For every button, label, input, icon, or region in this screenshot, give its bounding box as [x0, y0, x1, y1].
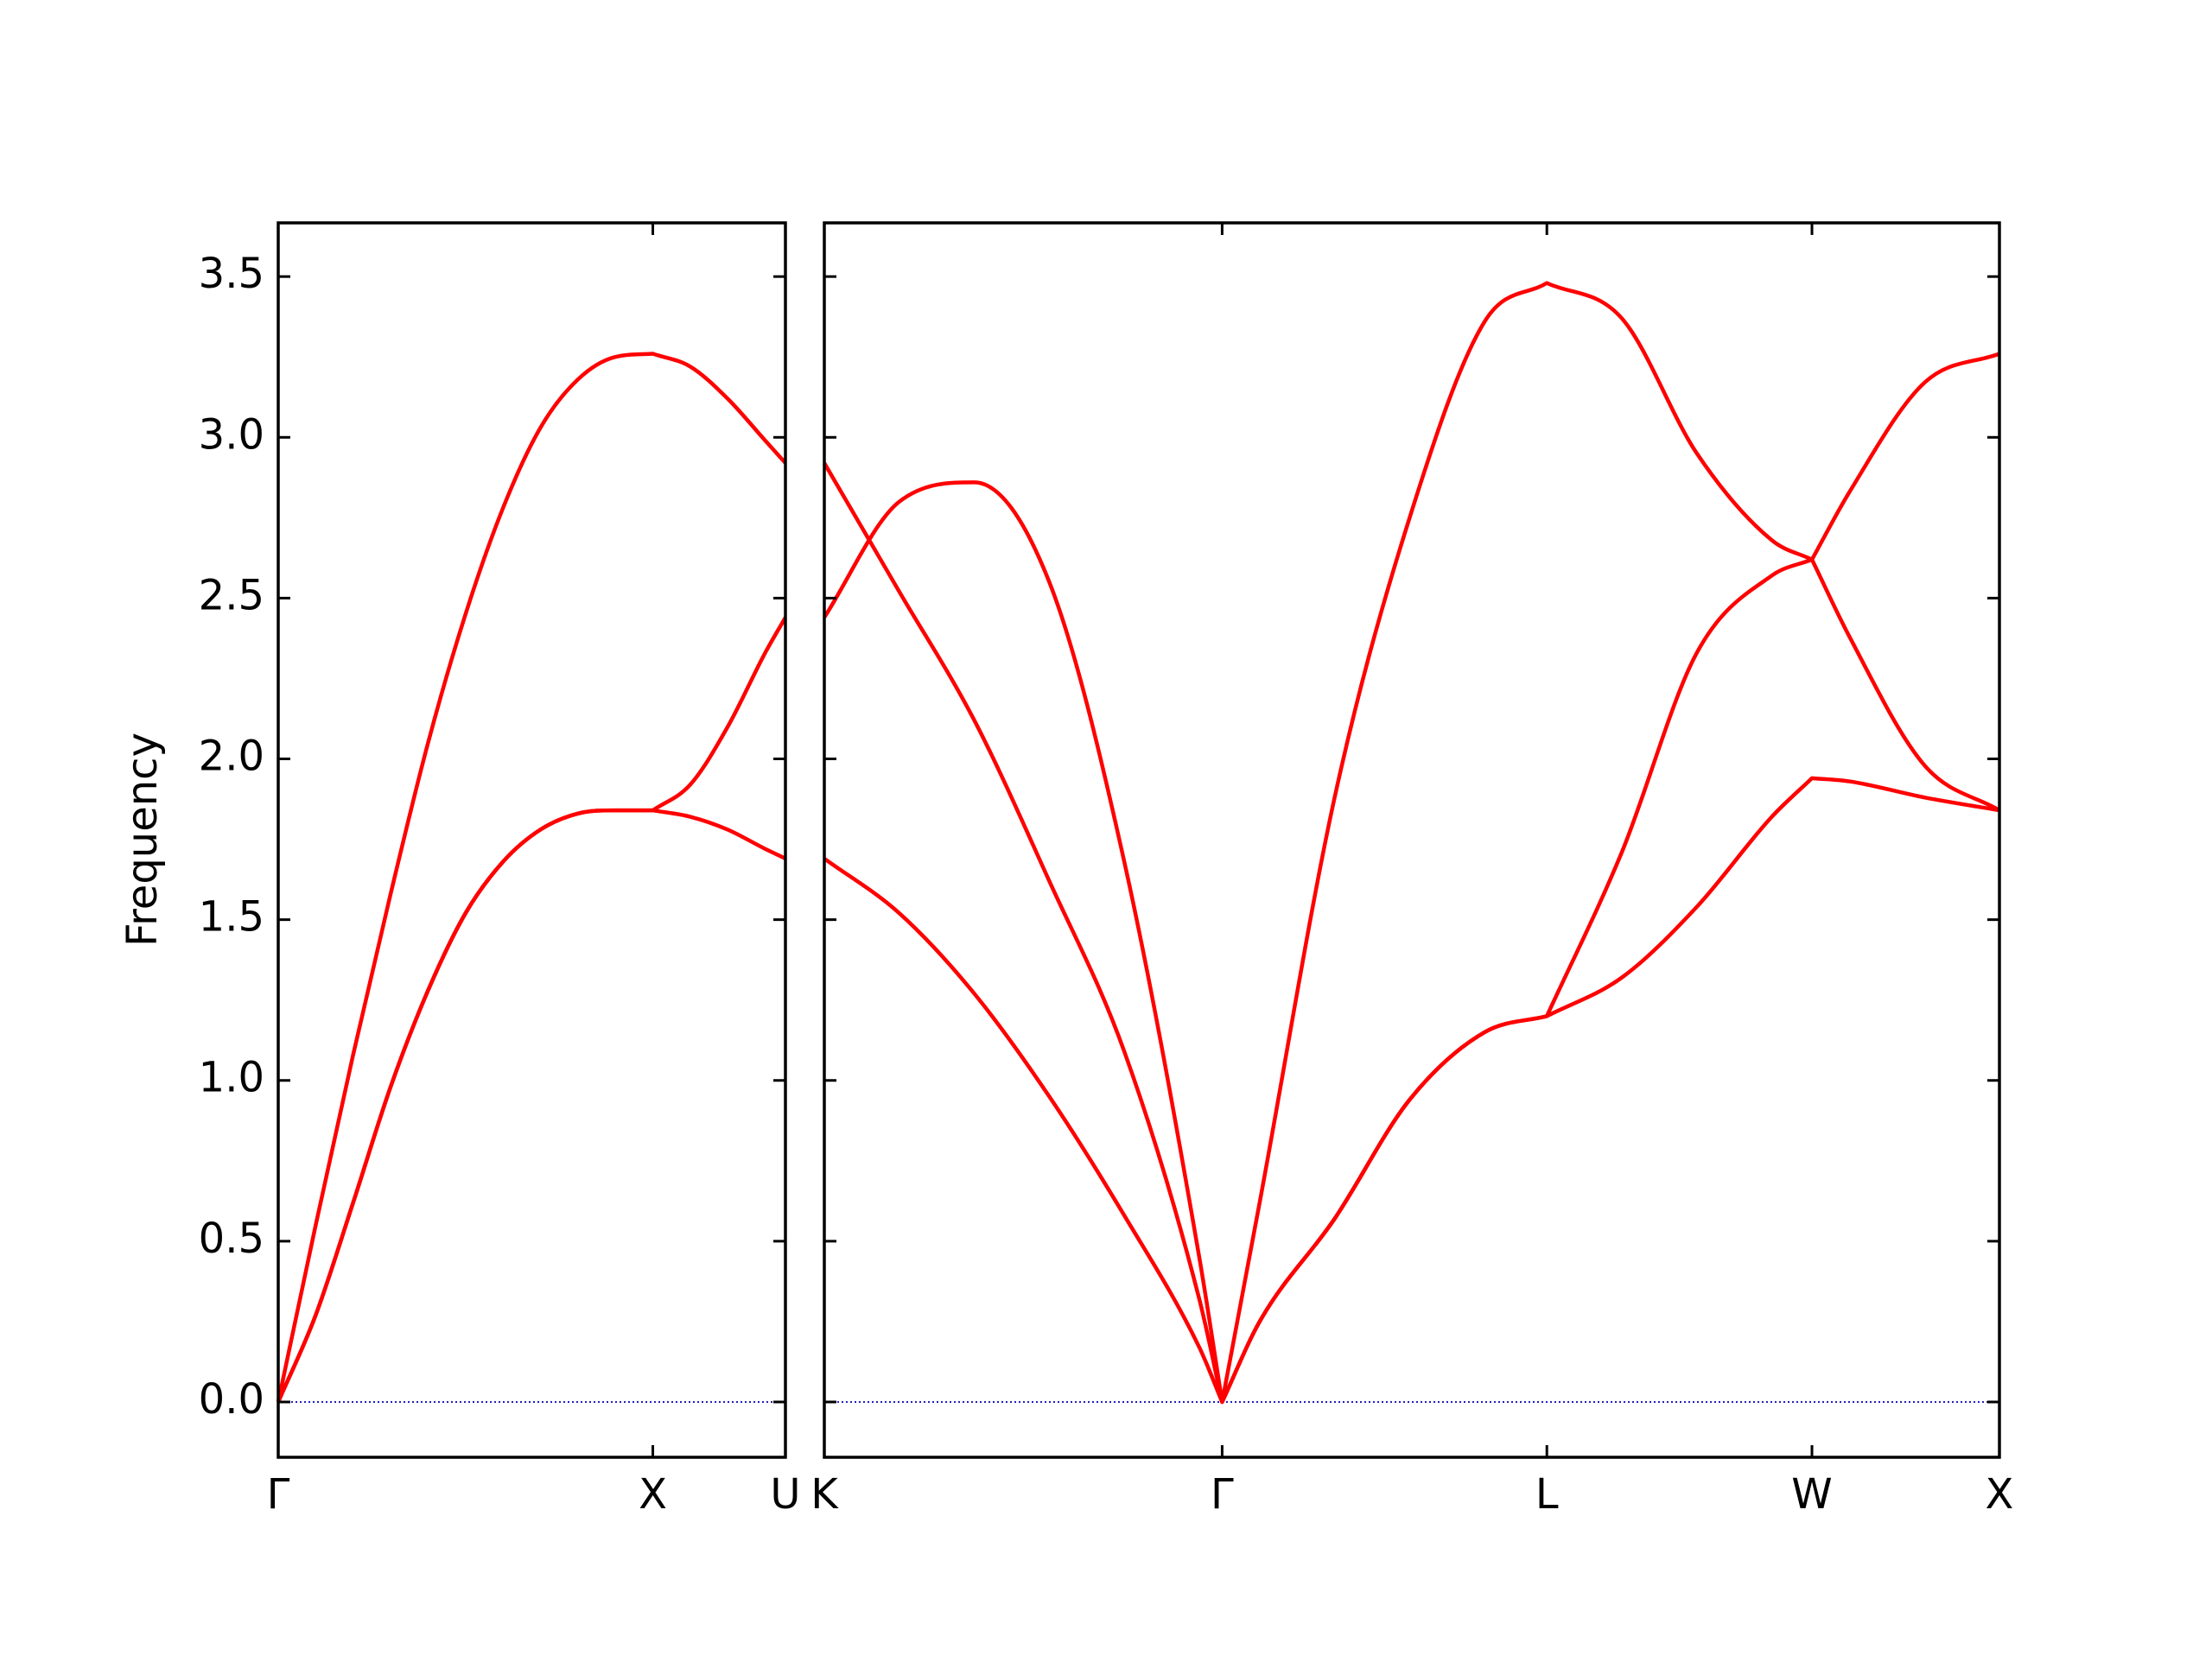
- y-tick-label: 2.0: [199, 733, 264, 781]
- y-tick-label: 0.0: [199, 1375, 264, 1424]
- y-tick-label: 3.0: [199, 410, 264, 459]
- band-line: [823, 281, 2000, 1405]
- axes-frame: [823, 221, 2001, 1459]
- axes-frame: [276, 221, 787, 1459]
- x-tick-label: W: [1791, 1470, 1832, 1519]
- x-tick-label: Γ: [267, 1470, 290, 1519]
- x-tick-label: X: [1986, 1470, 2014, 1519]
- x-tick-label: L: [1535, 1470, 1559, 1519]
- x-tick-label: X: [639, 1470, 667, 1519]
- y-tick-label: 1.0: [199, 1054, 264, 1102]
- y-tick-label: 2.5: [199, 571, 264, 619]
- band-line: [823, 461, 2001, 1405]
- y-tick-label: 1.5: [199, 893, 264, 942]
- y-axis-label: Frequency: [118, 733, 167, 947]
- x-tick-label: U: [770, 1470, 800, 1519]
- x-tick-label: K: [810, 1470, 839, 1519]
- band-line: [823, 776, 2000, 1405]
- band-line: [276, 616, 787, 1403]
- y-tick-label: 3.5: [199, 250, 264, 298]
- y-tick-label: 0.5: [199, 1215, 264, 1263]
- x-tick-label: Γ: [1211, 1470, 1234, 1519]
- band-line: [276, 808, 786, 1403]
- band-line: [276, 352, 787, 1403]
